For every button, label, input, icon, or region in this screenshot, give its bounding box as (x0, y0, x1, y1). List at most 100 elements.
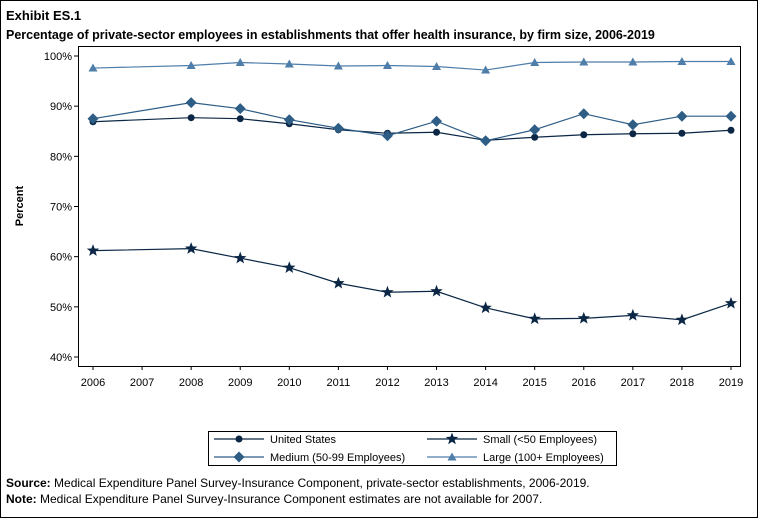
x-tick-label: 2013 (424, 377, 448, 389)
x-tick-label: 2009 (228, 377, 252, 389)
note-label: Note: (6, 492, 37, 506)
y-tick-label: 60% (50, 252, 72, 264)
x-tick-label: 2016 (572, 377, 596, 389)
data-point (186, 61, 196, 70)
data-point (87, 113, 99, 125)
legend-marker (233, 451, 245, 463)
legend-item: United States (214, 434, 337, 446)
legend-label: Medium (50-99 Employees) (270, 452, 405, 464)
legend-label: United States (270, 434, 337, 446)
legend-item: Medium (50-99 Employees) (214, 451, 405, 464)
data-point (381, 130, 393, 142)
data-point (88, 63, 98, 72)
data-point (677, 57, 687, 66)
data-point (725, 110, 737, 122)
x-tick-label: 2015 (522, 377, 546, 389)
legend-label: Large (100+ Employees) (483, 452, 604, 464)
data-point (579, 57, 589, 66)
legend: United States Small (<50 Employees) Medium… (208, 431, 617, 466)
data-point (726, 57, 736, 66)
y-tick-label: 70% (50, 202, 72, 214)
x-axis: 2006 2007 2008 2009 2010 2011 2012 2013 2014 2015… (81, 366, 743, 389)
series-triangle (88, 57, 736, 74)
x-tick-label: 2011 (327, 377, 351, 389)
data-point (481, 65, 491, 74)
plot-area (78, 46, 741, 367)
data-point (528, 312, 541, 325)
data-point (283, 114, 295, 126)
x-tick-label: 2010 (277, 377, 301, 389)
legend-item: Large (100+ Employees) (427, 452, 604, 464)
data-point (627, 119, 639, 131)
data-point (479, 301, 492, 314)
series-diamond (87, 97, 737, 147)
data-point (432, 62, 442, 71)
data-point (529, 124, 541, 136)
x-tick-label: 2014 (473, 377, 497, 389)
x-tick-label: 2019 (719, 377, 743, 389)
data-point (724, 296, 738, 309)
series-star (86, 242, 738, 326)
data-point (676, 110, 688, 122)
data-point (678, 129, 686, 137)
y-tick-label: 50% (50, 302, 72, 314)
data-point (381, 285, 394, 298)
x-tick-label: 2012 (375, 377, 399, 389)
legend-item: Small (<50 Employees) (427, 432, 597, 446)
data-point (187, 114, 195, 122)
y-tick-label: 90% (50, 101, 72, 113)
series-line (92, 248, 732, 321)
data-point (430, 284, 443, 297)
availability-note: Note: Medical Expenditure Panel Survey-I… (6, 492, 542, 506)
data-point (727, 126, 735, 134)
data-point (577, 311, 590, 324)
chart-title: Percentage of private-sector employees i… (6, 28, 655, 42)
data-point (284, 59, 294, 68)
x-tick-label: 2006 (81, 377, 105, 389)
source-label: Source: (6, 476, 51, 490)
x-tick-label: 2007 (130, 377, 154, 389)
legend-marker (235, 435, 243, 443)
data-point (480, 135, 492, 147)
data-point (333, 61, 343, 70)
data-point (234, 103, 246, 115)
source-note: Source: Medical Expenditure Panel Survey… (6, 476, 590, 490)
legend-box (208, 431, 617, 466)
data-point (332, 122, 344, 134)
y-axis-label: Percent (14, 185, 26, 226)
legend-marker (447, 452, 457, 461)
data-point (530, 58, 540, 67)
data-point (234, 251, 247, 264)
series-layer (86, 57, 738, 326)
data-point (236, 115, 244, 123)
data-point (283, 261, 296, 273)
x-tick-label: 2008 (179, 377, 203, 389)
data-point (332, 276, 345, 289)
note-text: Medical Expenditure Panel Survey-Insuran… (36, 492, 543, 506)
data-point (531, 133, 539, 141)
data-point (626, 308, 640, 321)
x-tick-label: 2018 (670, 377, 694, 389)
x-tick-label: 2017 (621, 377, 645, 389)
data-point (235, 58, 245, 67)
data-point (431, 115, 443, 127)
y-tick-label: 80% (50, 151, 72, 163)
legend-label: Small (<50 Employees) (483, 434, 597, 446)
source-text: Medical Expenditure Panel Survey-Insuran… (50, 476, 590, 490)
data-point (578, 108, 590, 120)
data-point (628, 57, 638, 66)
data-point (185, 97, 197, 109)
data-point (184, 242, 198, 254)
data-point (382, 61, 392, 70)
data-point (629, 130, 637, 138)
data-point (580, 131, 588, 139)
data-point (86, 244, 100, 256)
y-tick-label: 100% (44, 51, 72, 63)
y-axis: 40% 50% 60% 70% 80% 90% 100% (44, 51, 78, 364)
y-tick-label: 40% (50, 352, 72, 364)
data-point (675, 313, 689, 326)
legend-marker (445, 432, 459, 445)
exhibit-label: Exhibit ES.1 (6, 8, 82, 23)
data-point (433, 128, 441, 136)
